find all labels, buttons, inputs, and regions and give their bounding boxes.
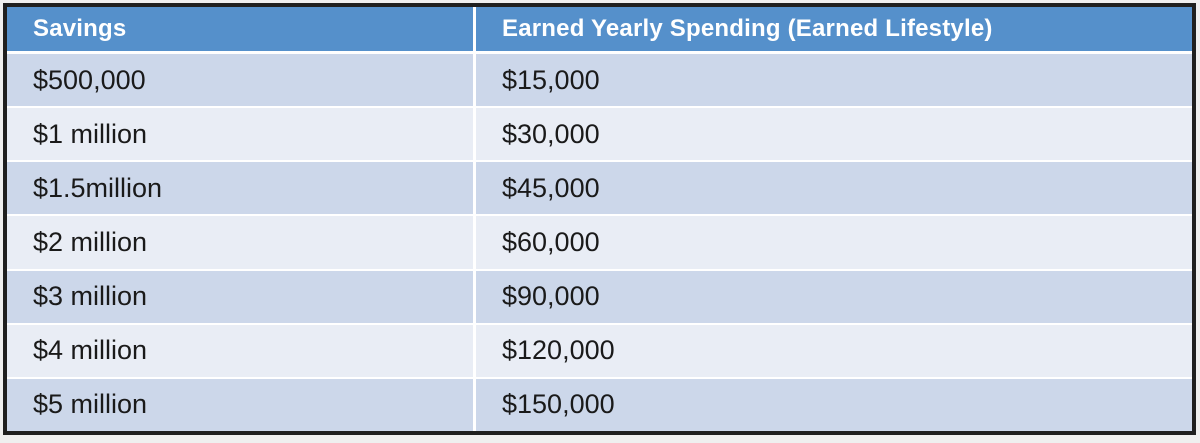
table-header-row: Savings Earned Yearly Spending (Earned L…	[7, 7, 1192, 51]
savings-cell: $1.5million	[7, 162, 473, 215]
table-row: $500,000 $15,000	[7, 54, 1192, 107]
savings-cell: $500,000	[7, 54, 473, 107]
table-row: $1 million $30,000	[7, 108, 1192, 161]
spending-cell: $90,000	[476, 270, 1192, 323]
spending-cell: $60,000	[476, 216, 1192, 269]
spending-cell: $45,000	[476, 162, 1192, 215]
column-header-savings: Savings	[7, 7, 473, 51]
table-row: $3 million $90,000	[7, 270, 1192, 323]
table-row: $1.5million $45,000	[7, 162, 1192, 215]
column-header-earned-yearly-spending: Earned Yearly Spending (Earned Lifestyle…	[476, 7, 1192, 51]
savings-cell: $3 million	[7, 270, 473, 323]
savings-cell: $2 million	[7, 216, 473, 269]
savings-spending-table: Savings Earned Yearly Spending (Earned L…	[3, 3, 1196, 435]
spending-cell: $150,000	[476, 378, 1192, 431]
savings-cell: $5 million	[7, 378, 473, 431]
table-row: $4 million $120,000	[7, 324, 1192, 377]
spending-cell: $120,000	[476, 324, 1192, 377]
table-row: $2 million $60,000	[7, 216, 1192, 269]
savings-cell: $1 million	[7, 108, 473, 161]
spending-cell: $30,000	[476, 108, 1192, 161]
table-row: $5 million $150,000	[7, 378, 1192, 431]
spending-cell: $15,000	[476, 54, 1192, 107]
savings-cell: $4 million	[7, 324, 473, 377]
